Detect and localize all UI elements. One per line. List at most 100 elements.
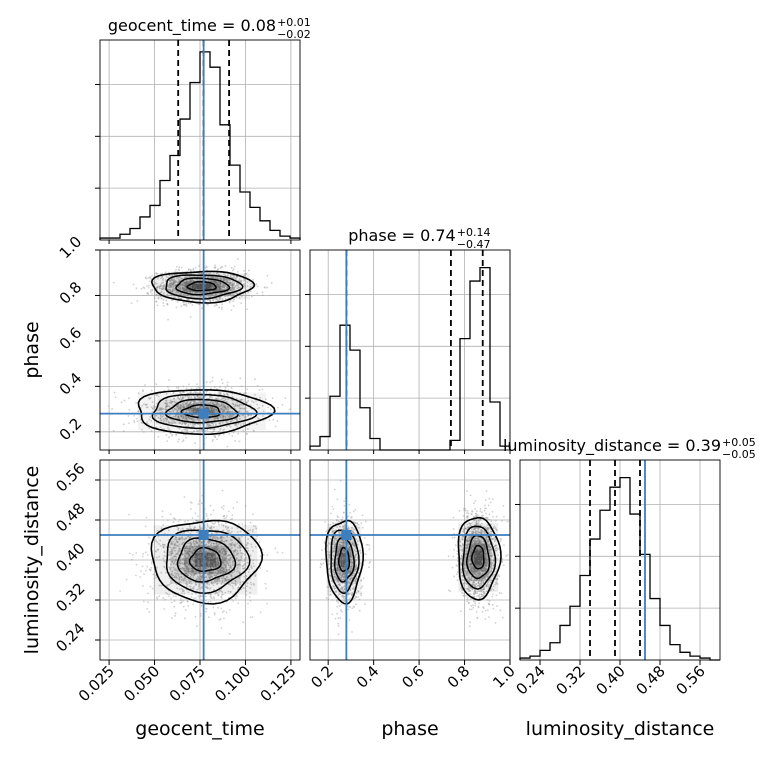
sample-point: [218, 296, 220, 299]
sample-point: [186, 280, 188, 283]
sample-point: [242, 429, 245, 432]
sample-point: [238, 414, 241, 417]
sample-point: [228, 433, 231, 435]
sample-point: [228, 283, 231, 285]
sample-point: [200, 291, 203, 294]
sample-point: [196, 409, 199, 412]
sample-point: [130, 558, 133, 561]
sample-point: [172, 283, 175, 285]
sample-point: [204, 284, 207, 287]
sample-point: [191, 279, 193, 282]
sample-point: [184, 520, 186, 523]
sample-point: [191, 278, 194, 281]
sample-point: [162, 285, 165, 287]
sample-point: [213, 435, 216, 438]
sample-point: [251, 282, 253, 285]
sample-point: [222, 410, 225, 412]
sample-point: [215, 304, 218, 307]
sample-point: [212, 272, 215, 275]
sample-point: [171, 282, 174, 285]
sample-point: [197, 401, 200, 404]
sample-point: [167, 420, 170, 423]
sample-point: [177, 291, 180, 293]
sample-point: [189, 302, 192, 305]
sample-point: [213, 297, 216, 300]
sample-point: [204, 287, 207, 290]
sample-point: [155, 421, 158, 424]
sample-point: [229, 410, 231, 413]
sample-point: [189, 278, 191, 281]
sample-point: [172, 415, 175, 418]
sample-point: [222, 405, 225, 408]
sample-point: [197, 288, 200, 291]
sample-point: [150, 389, 153, 392]
sample-point: [269, 408, 272, 411]
sample-point: [188, 383, 190, 386]
sample-point: [204, 429, 207, 432]
sample-point: [192, 295, 195, 297]
sample-point: [215, 276, 218, 279]
sample-point: [236, 271, 239, 273]
sample-point: [195, 597, 197, 599]
sample-point: [217, 268, 219, 270]
sample-point: [199, 295, 201, 298]
sample-point: [186, 419, 188, 422]
sample-point: [194, 401, 197, 404]
sample-point: [222, 505, 225, 508]
sample-point: [262, 553, 265, 556]
sample-point: [177, 395, 180, 398]
sample-point: [225, 515, 228, 517]
sample-point: [218, 415, 221, 418]
sample-point: [209, 284, 212, 286]
sample-point: [192, 419, 195, 422]
sample-point: [211, 294, 214, 297]
sample-point: [201, 400, 203, 403]
sample-point: [155, 393, 158, 396]
sample-point: [190, 596, 193, 598]
sample-point: [219, 392, 222, 395]
sample-point: [217, 280, 220, 283]
sample-point: [239, 407, 242, 410]
sample-point: [231, 434, 234, 437]
sample-point: [185, 290, 188, 292]
sample-point: [178, 266, 181, 269]
sample-point: [178, 427, 181, 430]
sample-point: [223, 278, 226, 280]
sample-point: [185, 283, 188, 285]
sample-point: [212, 438, 214, 441]
sample-point: [196, 285, 198, 287]
sample-point: [240, 398, 243, 401]
sample-point: [199, 284, 202, 287]
sample-point: [195, 407, 198, 410]
sample-point: [179, 415, 182, 417]
sample-point: [196, 287, 199, 290]
sample-point: [186, 281, 189, 284]
sample-point: [177, 386, 180, 389]
sample-point: [191, 286, 194, 288]
sample-point: [224, 417, 227, 419]
sample-point: [259, 396, 262, 399]
sample-point: [156, 278, 159, 280]
sample-point: [198, 396, 201, 399]
sample-point: [144, 276, 147, 279]
sample-point: [219, 285, 222, 288]
sample-point: [206, 283, 209, 286]
sample-point: [158, 286, 161, 289]
sample-point: [198, 291, 201, 294]
sample-point: [199, 295, 202, 298]
sample-point: [205, 296, 208, 299]
sample-point: [190, 392, 193, 395]
sample-point: [197, 284, 199, 287]
sample-point: [140, 287, 143, 290]
sample-point: [168, 283, 171, 286]
sample-point: [177, 268, 180, 271]
sample-point: [159, 291, 162, 294]
sample-point: [160, 297, 163, 300]
sample-point: [213, 290, 216, 292]
sample-point: [168, 282, 171, 285]
sample-point: [188, 403, 190, 406]
sample-point: [234, 439, 236, 442]
sample-point: [246, 428, 249, 430]
sample-point: [163, 389, 166, 392]
sample-point: [240, 281, 243, 284]
